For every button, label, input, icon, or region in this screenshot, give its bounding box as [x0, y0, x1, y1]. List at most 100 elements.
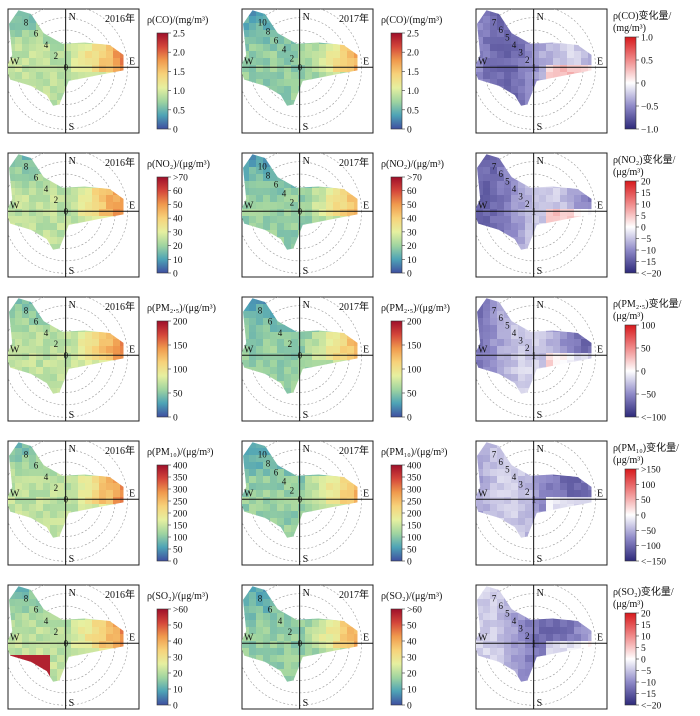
colorbar-tick-label: 10: [407, 256, 417, 266]
colorbar-tick-label: 30: [173, 654, 183, 664]
colorbar-gradient: [624, 180, 637, 274]
speed-ring-label: 8: [24, 305, 29, 315]
east-label: E: [363, 200, 369, 211]
speed-ring-label: 6: [498, 457, 503, 467]
year-label-2016: 2016年: [105, 588, 135, 601]
speed-ring-label: 4: [44, 472, 49, 482]
colorbar-tick-label: 10: [173, 686, 183, 696]
colorbar-tick-label: 30: [173, 228, 183, 238]
speed-ring-label: 7: [492, 305, 497, 315]
speed-ring-label: 6: [274, 467, 279, 477]
north-label: N: [303, 12, 310, 23]
colorbar-tick-label: −10: [641, 679, 656, 689]
south-label: S: [303, 698, 309, 709]
colorbar-gradient: [156, 176, 169, 274]
colorbar-r2-c0: 200 150 100 50 0: [156, 318, 188, 424]
speed-ring-label: 7: [492, 161, 497, 171]
colorbar-tick-label: 200: [407, 510, 422, 520]
colorbar-tick-label: 350: [407, 474, 422, 484]
unit-label-abs: ρ(PM₁₀)/(μg/m³): [381, 447, 447, 458]
speed-ring-label: 4: [44, 184, 49, 194]
speed-ring-label: 2: [290, 53, 295, 63]
colorbar-tick-label: 150: [407, 342, 422, 352]
speed-ring-label: 8: [24, 161, 29, 171]
colorbar-tick-label: 1.5: [173, 68, 185, 78]
speed-ring-label: 2: [54, 195, 59, 205]
speed-ring-label: 0: [298, 62, 303, 72]
unit-label-diff-2: (μg/m³): [613, 599, 644, 610]
colorbar-tick-label: 10: [641, 201, 651, 211]
speed-ring-label: 0: [64, 638, 69, 648]
east-label: E: [129, 200, 135, 211]
east-label: E: [597, 56, 603, 67]
speed-ring-label: 2: [288, 339, 293, 349]
colorbar-gradient: [624, 324, 637, 418]
speed-ring-label: 2: [525, 199, 530, 209]
speed-ring-label: 4: [512, 328, 517, 338]
colorbar-tick-label: <−20: [641, 270, 661, 280]
colorbar-tick-label: 0.5: [641, 57, 653, 67]
speed-ring-label: 5: [505, 176, 510, 186]
unit-label-abs: ρ(PM₁₀)/(μg/m³): [147, 447, 213, 458]
unit-label-abs: ρ(CO)/(mg/m³): [147, 15, 208, 26]
west-label: W: [244, 632, 254, 643]
colorbar-tick-label: 60: [407, 187, 417, 197]
speed-ring-label: 8: [266, 458, 271, 468]
colorbar-tick-label: 200: [173, 510, 188, 520]
colorbar-tick-label: 20: [641, 178, 651, 188]
colorbar-tick-label: 50: [407, 546, 417, 556]
colorbar-r3-c2: >150 100 50 0 −50 −100 <−150: [624, 466, 666, 568]
speed-ring-label: 8: [258, 305, 263, 315]
colorbar-r1-c1: >70 60 50 40 30 20 10 0: [390, 174, 422, 280]
colorbar-tick-label: 50: [173, 622, 183, 632]
colorbar-tick-label: 50: [407, 390, 417, 400]
colorbar-tick-label: −0.5: [641, 103, 658, 113]
speed-ring-label: 4: [282, 188, 287, 198]
colorbar-tick-label: −5: [641, 235, 651, 245]
speed-ring-label: 5: [505, 464, 510, 474]
colorbar-tick-label: 40: [173, 638, 183, 648]
colorbar-tick-label: 2.5: [407, 30, 419, 40]
south-label: S: [69, 266, 75, 277]
unit-label-diff: ρ(PM₂.₅)变化量/: [613, 297, 682, 310]
north-label: N: [69, 588, 76, 599]
colorbar-tick-label: 0: [173, 126, 178, 136]
speed-ring-label: 0: [298, 350, 303, 360]
speed-ring-label: 2: [54, 51, 59, 61]
speed-ring-label: 4: [512, 472, 517, 482]
north-label: N: [537, 156, 544, 167]
colorbar-tick-label: 50: [407, 622, 417, 632]
colorbar-r1-c0: >70 60 50 40 30 20 10 0: [156, 174, 188, 280]
speed-ring-label: 1: [532, 638, 537, 648]
east-label: E: [597, 488, 603, 499]
unit-label-diff: ρ(SO₂)变化量/: [613, 585, 674, 598]
colorbar-tick-label: 300: [407, 486, 422, 496]
colorbar-tick-label: −15: [641, 690, 656, 700]
unit-label-abs: ρ(SO₂)/(μg/m³): [381, 591, 442, 602]
west-label: W: [244, 488, 254, 499]
speed-ring-label: 8: [266, 170, 271, 180]
speed-ring-label: 6: [268, 317, 273, 327]
east-label: E: [363, 488, 369, 499]
east-label: E: [363, 632, 369, 643]
west-label: W: [244, 56, 254, 67]
speed-ring-label: 6: [498, 169, 503, 179]
year-label-2017: 2017年: [339, 300, 369, 313]
colorbar-tick-label: <−20: [641, 702, 661, 712]
unit-label-diff-2: (μg/m³): [613, 167, 644, 178]
speed-ring-label: 2: [525, 55, 530, 65]
colorbar-tick-label: 1.0: [407, 87, 419, 97]
speed-ring-label: 6: [498, 313, 503, 323]
colorbar-tick-label: 0: [173, 558, 178, 568]
colorbar-gradient: [390, 320, 403, 418]
unit-label-diff: ρ(PM₁₀)变化量/: [613, 441, 679, 454]
colorbar-tick-label: 350: [173, 474, 188, 484]
colorbar-gradient: [624, 612, 637, 706]
